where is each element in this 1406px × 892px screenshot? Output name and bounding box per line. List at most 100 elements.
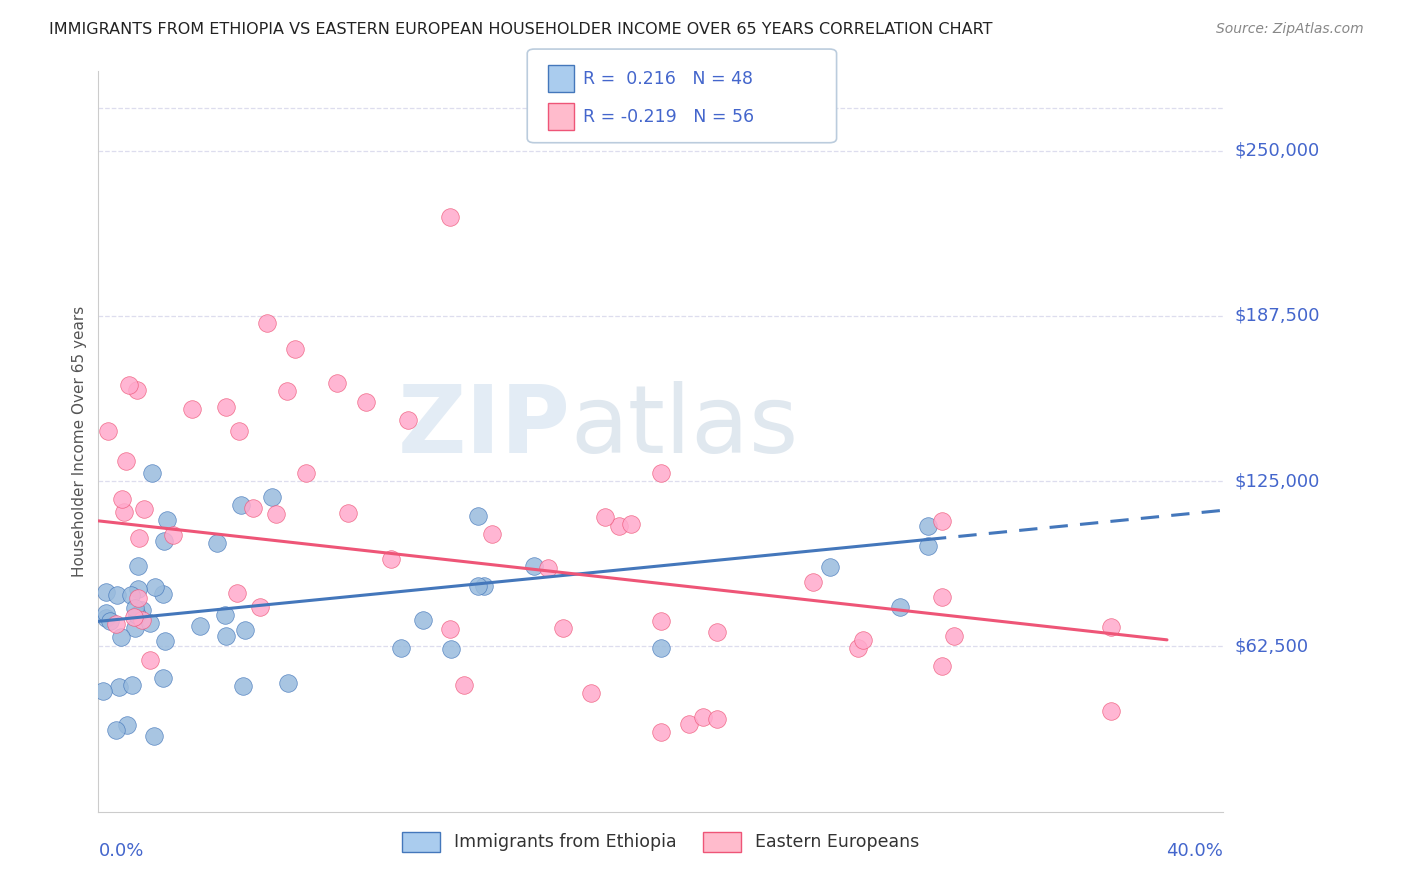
Point	[692, 709, 714, 723]
Point	[276, 384, 298, 399]
Point	[152, 671, 174, 685]
Point	[94, 606, 117, 620]
Point	[650, 615, 672, 629]
Point	[852, 632, 875, 647]
Y-axis label: Householder Income Over 65 years: Householder Income Over 65 years	[72, 306, 87, 577]
Text: $125,000: $125,000	[1234, 472, 1320, 491]
Point	[439, 210, 461, 224]
Text: R =  0.216   N = 48: R = 0.216 N = 48	[583, 70, 754, 88]
Point	[467, 579, 489, 593]
Point	[128, 531, 150, 545]
Point	[214, 401, 236, 415]
Point	[593, 510, 616, 524]
Point	[127, 582, 149, 596]
Point	[162, 528, 184, 542]
Point	[396, 413, 419, 427]
Point	[141, 466, 163, 480]
Point	[139, 616, 162, 631]
Point	[440, 642, 463, 657]
Point	[115, 454, 138, 468]
Text: 40.0%: 40.0%	[1167, 842, 1223, 860]
Text: $250,000: $250,000	[1234, 142, 1320, 160]
Point	[818, 559, 841, 574]
Point	[467, 508, 489, 523]
Text: 0.0%: 0.0%	[98, 842, 143, 860]
Point	[180, 401, 202, 416]
Point	[336, 506, 359, 520]
Point	[104, 723, 127, 738]
Point	[96, 585, 118, 599]
Point	[931, 590, 953, 604]
Point	[846, 640, 869, 655]
Point	[131, 603, 153, 617]
Point	[380, 552, 402, 566]
Point	[105, 617, 128, 632]
Point	[1099, 704, 1122, 718]
Point	[145, 580, 167, 594]
Point	[142, 729, 165, 743]
Point	[122, 609, 145, 624]
Point	[801, 574, 824, 589]
Point	[105, 588, 128, 602]
Point	[706, 712, 728, 726]
Text: R = -0.219   N = 56: R = -0.219 N = 56	[583, 108, 755, 126]
Point	[108, 680, 131, 694]
Point	[111, 492, 134, 507]
Point	[650, 467, 672, 481]
Point	[190, 619, 212, 633]
Point	[125, 384, 148, 398]
Point	[889, 599, 911, 614]
Text: $187,500: $187,500	[1234, 307, 1320, 325]
Point	[326, 376, 349, 391]
Point	[1099, 619, 1122, 633]
Text: atlas: atlas	[571, 381, 799, 473]
Point	[124, 600, 146, 615]
Point	[706, 624, 728, 639]
Point	[242, 501, 264, 516]
Point	[229, 498, 252, 512]
Point	[134, 502, 156, 516]
Point	[474, 579, 496, 593]
Point	[284, 342, 307, 356]
Point	[295, 466, 318, 480]
Point	[523, 558, 546, 573]
Point	[215, 629, 238, 643]
Point	[112, 505, 135, 519]
Point	[262, 490, 284, 504]
Point	[152, 587, 174, 601]
Point	[931, 514, 953, 528]
Point	[256, 316, 278, 330]
Point	[249, 600, 271, 615]
Point	[232, 679, 254, 693]
Text: ZIP: ZIP	[398, 381, 571, 473]
Point	[650, 725, 672, 739]
Point	[228, 424, 250, 438]
Point	[453, 678, 475, 692]
Point	[94, 611, 117, 625]
Point	[91, 684, 114, 698]
Point	[678, 717, 700, 731]
Point	[98, 614, 121, 628]
Point	[620, 516, 643, 531]
Point	[650, 640, 672, 655]
Point	[124, 621, 146, 635]
Point	[551, 621, 574, 635]
Point	[153, 533, 176, 548]
Point	[264, 507, 287, 521]
Point	[155, 633, 177, 648]
Point	[277, 676, 299, 690]
Point	[354, 395, 377, 409]
Point	[225, 585, 247, 599]
Text: IMMIGRANTS FROM ETHIOPIA VS EASTERN EUROPEAN HOUSEHOLDER INCOME OVER 65 YEARS CO: IMMIGRANTS FROM ETHIOPIA VS EASTERN EURO…	[49, 22, 993, 37]
Point	[127, 591, 149, 605]
Point	[214, 607, 236, 622]
Point	[917, 519, 939, 533]
Point	[607, 519, 630, 533]
Legend: Immigrants from Ethiopia, Eastern Europeans: Immigrants from Ethiopia, Eastern Europe…	[395, 824, 927, 859]
Point	[118, 377, 141, 392]
Text: Source: ZipAtlas.com: Source: ZipAtlas.com	[1216, 22, 1364, 37]
Point	[121, 678, 143, 692]
Point	[917, 539, 939, 553]
Point	[110, 630, 132, 644]
Point	[389, 640, 412, 655]
